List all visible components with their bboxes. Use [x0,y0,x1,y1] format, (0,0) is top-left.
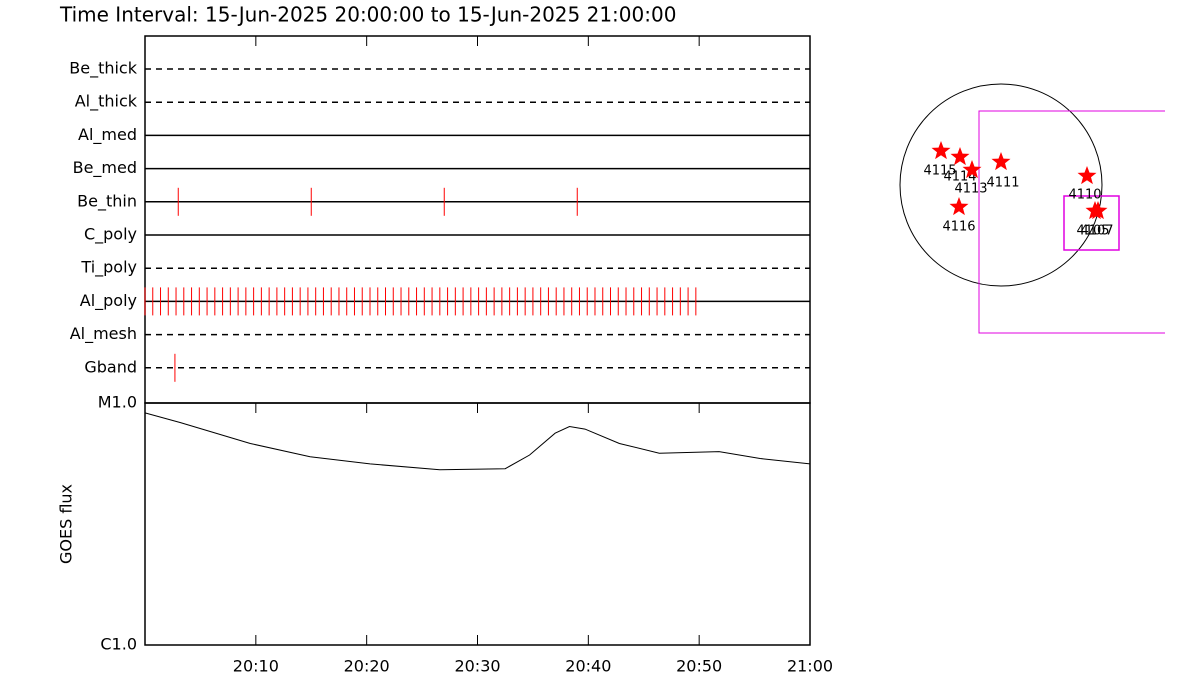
filter-label: Al_thick [75,92,138,112]
x-tick-label: 20:20 [344,657,390,676]
filter-panel-frame [144,35,811,404]
ar-star [1088,201,1108,220]
ar-star [991,152,1011,171]
y-axis-label: GOES flux [57,484,76,564]
ar-star [949,197,969,216]
x-tick-label: 20:50 [676,657,722,676]
ar-star [1077,166,1097,185]
filter-label: Ti_poly [80,258,137,278]
ar-star [962,160,982,179]
y-tick-label: M1.0 [98,393,137,412]
ar-star [950,147,970,166]
x-tick-label: 20:30 [454,657,500,676]
filter-label: Al_poly [80,291,137,311]
goes-panel-frame [144,402,811,646]
filter-label: Be_med [73,158,137,178]
goes-line [144,412,811,471]
fov-box [978,110,1165,334]
ar-label: 4115 [923,164,956,179]
ar-label: 4110 [1068,188,1101,203]
ar-label: 4113 [954,182,987,197]
ar-label: 4116 [942,220,975,235]
filter-label: C_poly [84,225,137,245]
filter-label: Al_med [78,125,137,145]
ar-label: 4105 [1076,224,1109,239]
solar-disk [899,83,1103,287]
filter-label: Be_thin [77,191,137,211]
x-tick-label: 21:00 [787,657,833,676]
filter-label: Gband [84,357,137,376]
x-tick-label: 20:10 [233,657,279,676]
x-tick-label: 20:40 [565,657,611,676]
filter-label: Be_thick [69,59,137,79]
ar-label: 4107 [1080,224,1113,239]
y-tick-label: C1.0 [100,635,137,654]
fov-small-box [1063,195,1120,251]
title: Time Interval: 15-Jun-2025 20:00:00 to 1… [59,3,676,27]
filter-label: Al_mesh [70,324,137,344]
ar-label: 4111 [986,176,1019,191]
ar-star [931,141,951,160]
